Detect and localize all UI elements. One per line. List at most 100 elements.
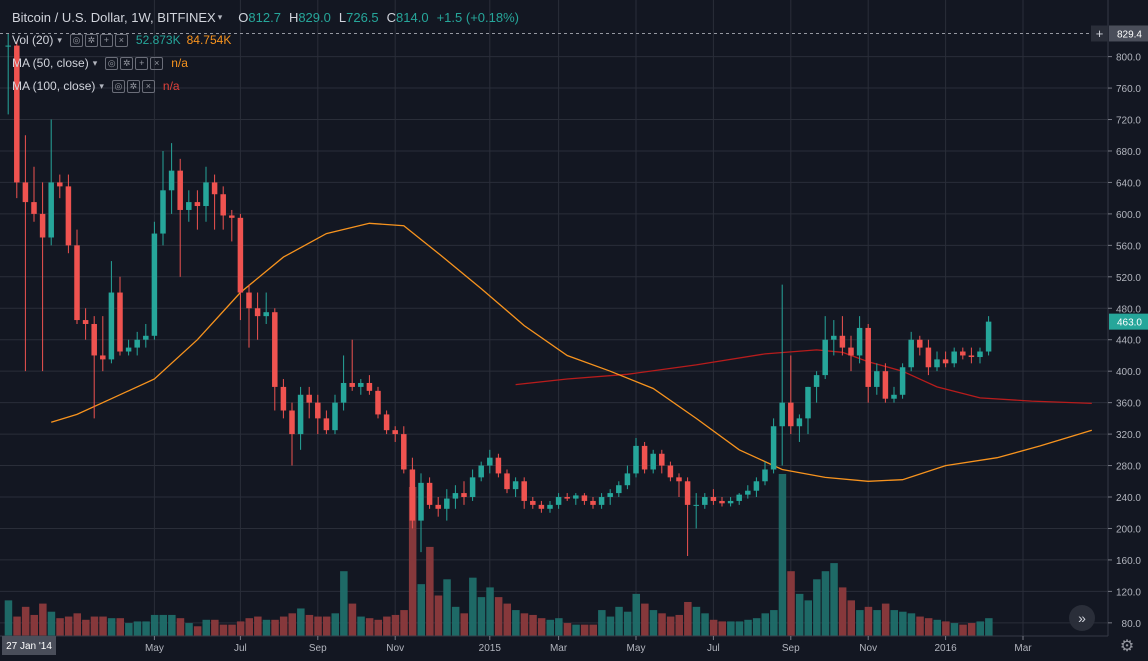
close-icon[interactable]: × xyxy=(150,56,164,70)
plus-icon[interactable]: + xyxy=(135,56,149,70)
price-tick-label-17: 760.0 xyxy=(1116,84,1141,95)
chevron-down-icon[interactable]: ▾ xyxy=(217,11,223,22)
gear-icon[interactable]: ✲ xyxy=(84,33,98,47)
volume-bar-77 xyxy=(666,616,675,636)
candle-body-42 xyxy=(366,382,373,391)
price-tick-label-16: 720.0 xyxy=(1116,116,1141,127)
volume-bar-107 xyxy=(924,618,933,636)
volume-bar-74 xyxy=(641,603,649,636)
volume-bar-89 xyxy=(770,610,778,636)
volume-bar-27 xyxy=(236,621,245,636)
time-tick-label-6: May xyxy=(627,643,646,654)
volume-bar-35 xyxy=(305,614,314,636)
volume-bar-28 xyxy=(245,618,253,636)
candle-body-9 xyxy=(82,320,89,324)
candle-body-20 xyxy=(177,170,183,210)
candle-body-85 xyxy=(736,494,742,501)
candle-body-65 xyxy=(564,497,570,499)
time-tick-label-9: Nov xyxy=(859,643,877,654)
time-tick-label-7: Jul xyxy=(707,643,720,654)
crosshair-date-box xyxy=(2,636,56,655)
candle-body-8 xyxy=(74,245,80,321)
volume-bar-43 xyxy=(374,619,382,636)
candle-body-69 xyxy=(598,497,605,505)
time-tick-label-2: Sep xyxy=(309,643,327,654)
eye-icon[interactable]: ◎ xyxy=(111,79,125,93)
chevron-down-icon[interactable]: ▾ xyxy=(57,34,62,45)
close-icon[interactable]: × xyxy=(114,33,128,47)
price-tick-label-5: 280.0 xyxy=(1116,462,1141,473)
volume-bar-58 xyxy=(503,603,511,636)
eye-icon[interactable]: ◎ xyxy=(69,33,83,47)
volume-bar-85 xyxy=(735,621,744,636)
volume-bar-86 xyxy=(744,619,752,636)
chevron-down-icon[interactable]: ▾ xyxy=(92,57,98,68)
low-value: 726.5 xyxy=(346,9,379,25)
volume-bar-29 xyxy=(254,616,262,636)
candle-body-110 xyxy=(951,351,957,364)
candle-body-7 xyxy=(65,186,72,246)
candle-body-103 xyxy=(891,394,897,399)
candle-body-88 xyxy=(762,469,768,482)
volume-bar-20 xyxy=(176,618,185,636)
price-tick-label-2: 160.0 xyxy=(1116,556,1141,567)
time-tick-label-0: May xyxy=(145,643,164,654)
ma50-label[interactable]: MA (50, close) xyxy=(12,56,89,70)
volume-bar-75 xyxy=(649,610,658,636)
candle-body-4 xyxy=(39,213,46,238)
candle-body-101 xyxy=(874,371,880,387)
candle-body-38 xyxy=(332,402,338,431)
candle-body-22 xyxy=(194,202,201,207)
candle-body-77 xyxy=(667,465,674,478)
volume-bar-53 xyxy=(460,613,468,636)
time-tick-label-3: Nov xyxy=(386,643,404,654)
volume-bar-81 xyxy=(701,613,709,636)
chevron-down-icon[interactable]: ▾ xyxy=(99,80,104,91)
candle-body-84 xyxy=(727,500,734,504)
price-tick-label-8: 400.0 xyxy=(1116,367,1141,378)
chart-grid xyxy=(0,0,1108,636)
candle-body-29 xyxy=(254,308,261,317)
candle-body-30 xyxy=(263,312,269,317)
settings-gear-icon[interactable]: ⚙ xyxy=(1119,638,1135,655)
current-price-label: 463.0 xyxy=(1117,318,1142,329)
volume-bar-32 xyxy=(279,616,288,636)
volume-bar-105 xyxy=(907,613,916,636)
volume-bar-57 xyxy=(494,597,503,636)
gear-icon[interactable]: ✲ xyxy=(126,79,140,93)
volume-bar-54 xyxy=(469,577,477,636)
ma100-legend: MA (100, close) ▾ ◎ ✲ × n/a xyxy=(12,76,180,96)
symbol-title[interactable]: Bitcoin / U.S. Dollar, 1W, BITFINEX xyxy=(12,9,216,25)
candle-body-1 xyxy=(14,45,20,183)
volume-bar-93 xyxy=(804,600,812,636)
ma100-label[interactable]: MA (100, close) xyxy=(12,79,96,93)
volume-bar-14 xyxy=(125,623,133,636)
scroll-to-realtime-button[interactable]: » xyxy=(1069,605,1095,631)
candle-body-3 xyxy=(31,202,37,214)
candle-body-64 xyxy=(555,497,562,505)
volume-bar-110 xyxy=(950,623,959,636)
candle-body-61 xyxy=(530,500,536,505)
volume-bar-31 xyxy=(271,619,279,636)
candle-body-60 xyxy=(521,481,527,501)
price-tick-label-4: 240.0 xyxy=(1116,493,1141,504)
eye-icon[interactable]: ◎ xyxy=(105,56,119,70)
close-icon[interactable]: × xyxy=(141,79,155,93)
volume-bar-16 xyxy=(142,621,150,636)
volume-bar-26 xyxy=(228,624,236,636)
volume-bar-9 xyxy=(82,619,90,636)
volume-bar-22 xyxy=(193,626,202,636)
candle-body-82 xyxy=(710,497,717,501)
gear-icon[interactable]: ✲ xyxy=(120,56,134,70)
vol-label[interactable]: Vol (20) xyxy=(12,33,54,47)
volume-bar-97 xyxy=(838,587,847,636)
volume-bar-24 xyxy=(211,619,219,636)
volume-bar-113 xyxy=(976,621,984,636)
plus-icon[interactable]: + xyxy=(99,33,113,47)
volume-bar-76 xyxy=(658,613,666,636)
volume-bar-50 xyxy=(434,595,443,636)
candle-body-76 xyxy=(659,453,665,466)
volume-bar-109 xyxy=(942,621,950,636)
candle-body-112 xyxy=(968,355,975,358)
